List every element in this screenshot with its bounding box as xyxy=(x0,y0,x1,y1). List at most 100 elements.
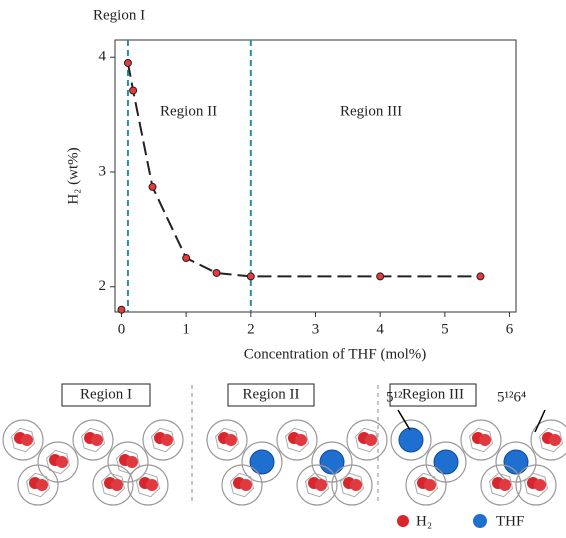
h2-molecule xyxy=(499,479,511,491)
cage-face xyxy=(80,427,106,453)
annotation: Region III xyxy=(340,103,402,119)
cage xyxy=(142,419,184,461)
thf-molecule xyxy=(503,449,529,475)
thf-molecule xyxy=(398,427,424,453)
x-tick-label: 2 xyxy=(247,321,255,337)
legend-swatch xyxy=(397,515,409,527)
cage xyxy=(2,419,44,461)
callout: 5¹²6⁴ xyxy=(497,389,526,405)
x-axis-label: Concentration of THF (mol%) xyxy=(244,346,427,362)
panel-label: Region II xyxy=(242,386,299,402)
cage xyxy=(72,419,114,461)
h2-molecule xyxy=(240,479,252,491)
cage-face xyxy=(523,472,549,498)
cage-face xyxy=(45,449,71,475)
cage xyxy=(92,464,134,506)
data-point xyxy=(246,272,255,281)
data-point xyxy=(376,272,385,281)
data-point xyxy=(182,254,191,263)
h2-molecule xyxy=(295,434,307,446)
cage-structures xyxy=(2,419,566,506)
cage-face xyxy=(10,427,36,453)
h2-molecule xyxy=(36,479,48,491)
cage xyxy=(390,419,432,461)
h2-molecule xyxy=(146,479,158,491)
data-point xyxy=(129,86,138,95)
annotation: Region II xyxy=(160,103,217,119)
thf-molecule xyxy=(319,449,345,475)
plot-frame xyxy=(114,39,517,313)
x-tick-label: 5 xyxy=(441,321,449,337)
cage xyxy=(460,419,502,461)
panel-label-box xyxy=(61,383,151,407)
cage xyxy=(276,419,318,461)
cage-face xyxy=(214,427,240,453)
legend-swatch xyxy=(473,514,487,528)
h2-molecule xyxy=(56,456,68,468)
y-tick-label: 2 xyxy=(99,278,107,294)
cage xyxy=(206,419,248,461)
y-axis-label: H₂ (wt%) xyxy=(65,147,81,204)
cage xyxy=(296,464,338,506)
h2-molecule xyxy=(549,434,561,446)
callout: 5¹² xyxy=(386,389,403,405)
cage-face xyxy=(100,472,126,498)
cage xyxy=(17,464,59,506)
data-line xyxy=(126,62,481,278)
legend-label: THF xyxy=(496,513,524,529)
legend-label: H₂ xyxy=(416,513,432,529)
h2-molecule xyxy=(424,479,436,491)
annotation: Region I xyxy=(93,7,145,23)
cage-face xyxy=(150,427,176,453)
h2-molecule xyxy=(534,479,546,491)
cage-face xyxy=(413,472,439,498)
thf-molecule xyxy=(249,449,275,475)
h2-molecule xyxy=(126,456,138,468)
cage-face xyxy=(468,427,494,453)
cage xyxy=(480,464,522,506)
cage-face xyxy=(229,472,255,498)
data-point xyxy=(476,272,485,281)
cage-face xyxy=(304,472,330,498)
arrow xyxy=(397,409,411,431)
h2-molecule xyxy=(21,434,33,446)
h2-molecule xyxy=(350,479,362,491)
cage-face xyxy=(339,472,365,498)
h2-molecule xyxy=(161,434,173,446)
x-tick-label: 3 xyxy=(312,321,320,337)
cage xyxy=(331,464,373,506)
thf-molecule xyxy=(433,449,459,475)
h2-molecule xyxy=(479,434,491,446)
h2-molecule xyxy=(225,434,237,446)
cage-face xyxy=(538,427,564,453)
h2-molecule xyxy=(315,479,327,491)
h2-molecule xyxy=(91,434,103,446)
x-tick-label: 0 xyxy=(118,321,126,337)
panel-label: Region I xyxy=(80,386,132,402)
cage-face xyxy=(25,472,51,498)
cage xyxy=(221,464,263,506)
data-point xyxy=(123,58,132,67)
h2-molecule xyxy=(365,434,377,446)
x-tick-label: 1 xyxy=(182,321,190,337)
cage xyxy=(515,464,557,506)
h2-molecule xyxy=(111,479,123,491)
data-point xyxy=(212,268,221,277)
cage-face xyxy=(115,449,141,475)
x-tick-label: 6 xyxy=(506,321,514,337)
cage-face xyxy=(284,427,310,453)
x-tick-label: 4 xyxy=(376,321,384,337)
arrow xyxy=(534,409,546,433)
cage-face xyxy=(135,472,161,498)
cage-face xyxy=(354,427,380,453)
panel-label: Region III xyxy=(402,386,464,402)
cage xyxy=(405,464,447,506)
y-tick-label: 4 xyxy=(99,49,107,65)
y-tick-label: 3 xyxy=(99,163,107,179)
cage-face xyxy=(488,472,514,498)
panel-label-box xyxy=(227,383,315,407)
cage xyxy=(127,464,169,506)
panel-label-box xyxy=(389,383,477,407)
data-point xyxy=(117,305,126,314)
